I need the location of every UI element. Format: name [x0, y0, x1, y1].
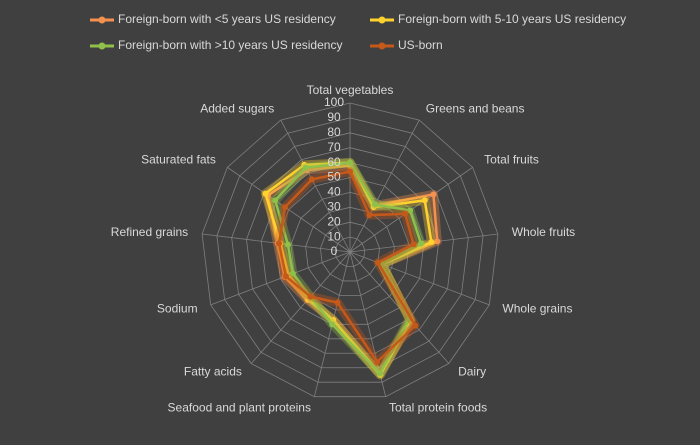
r-tick-label: 40	[327, 185, 341, 199]
grid-ring	[290, 191, 410, 311]
series-point	[302, 164, 309, 171]
r-tick-label: 0	[331, 244, 338, 258]
series-point	[289, 270, 296, 277]
category-label: Total vegetables	[307, 83, 394, 97]
category-label: Total protein foods	[389, 400, 487, 414]
legend-entry: Foreign-born with 5-10 years US residenc…	[370, 12, 626, 26]
r-tick-label: 20	[327, 214, 341, 228]
grid-spoke	[227, 167, 351, 253]
series-point	[334, 299, 341, 306]
grid-spoke	[250, 251, 351, 364]
r-tick-label: 10	[327, 229, 341, 243]
r-tick-label: 100	[324, 95, 344, 109]
r-tick-label: 70	[327, 140, 341, 154]
series-point	[402, 210, 409, 217]
grid-spoke	[349, 251, 450, 364]
category-label: Added sugars	[200, 102, 274, 116]
legend-marker	[378, 42, 386, 50]
grid-ring	[201, 102, 499, 398]
legend-marker	[98, 16, 106, 24]
grid-spoke	[349, 119, 420, 253]
series-point	[284, 241, 291, 248]
grid-ring	[305, 206, 395, 296]
series-point	[262, 190, 269, 197]
legend-entry: US-born	[370, 38, 443, 52]
category-label: Greens and beans	[426, 102, 525, 116]
r-tick-label: 30	[327, 199, 341, 213]
grid-ring	[334, 236, 366, 267]
series-point	[374, 259, 381, 266]
r-tick-label: 60	[327, 155, 341, 169]
r-tick-label: 50	[327, 170, 341, 184]
series-line	[277, 170, 417, 364]
grid-spoke	[280, 119, 351, 253]
series-point	[282, 204, 289, 211]
legend-marker	[378, 16, 386, 24]
r-tick-label: 80	[327, 125, 341, 139]
legend-entry: Foreign-born with <5 years US residency	[90, 12, 336, 26]
legend-label: Foreign-born with <5 years US residency	[118, 12, 336, 26]
legend-label: US-born	[398, 38, 443, 52]
legend-marker	[98, 42, 106, 50]
grid-ring	[275, 177, 425, 325]
series	[274, 167, 420, 367]
grid-spoke	[210, 251, 351, 306]
category-label: Dairy	[458, 365, 486, 379]
series-point	[347, 168, 353, 175]
series-point	[428, 239, 435, 246]
series-point	[307, 293, 314, 300]
category-label: Whole fruits	[512, 225, 575, 239]
series-point	[272, 197, 279, 204]
legend-label: Foreign-born with 5-10 years US residenc…	[398, 12, 626, 26]
series-point	[434, 238, 441, 245]
series-line	[273, 161, 423, 375]
series-point	[347, 159, 353, 166]
category-label: Refined grains	[111, 225, 188, 239]
series	[270, 158, 426, 378]
series-point	[407, 207, 414, 214]
series-point	[282, 273, 289, 280]
series-point	[371, 201, 378, 208]
series-point	[308, 176, 315, 183]
grid-ring	[231, 132, 469, 369]
category-label: Whole grains	[502, 301, 572, 315]
category-label: Total fruits	[484, 153, 539, 167]
series-point	[410, 241, 417, 248]
legend-label: Foreign-born with >10 years US residency	[118, 38, 342, 52]
series-point	[430, 191, 437, 198]
series-point	[276, 240, 283, 247]
series-point	[421, 197, 428, 204]
grid-ring	[246, 147, 454, 354]
series-line	[264, 161, 433, 377]
r-tick-label: 90	[327, 110, 341, 124]
series-point	[366, 212, 373, 219]
category-label: Seafood and plant proteins	[168, 400, 311, 414]
legend-entry: Foreign-born with >10 years US residency	[90, 38, 342, 52]
series-point	[412, 322, 419, 329]
series-point	[329, 321, 336, 328]
grid-ring	[216, 117, 484, 383]
category-label: Saturated fats	[141, 153, 216, 167]
series-point	[376, 370, 383, 377]
category-label: Sodium	[157, 301, 198, 315]
grid-spoke	[349, 251, 490, 306]
category-label: Fatty acids	[184, 365, 242, 379]
series-point	[417, 240, 424, 247]
series-point	[374, 358, 381, 365]
grid-ring	[320, 221, 380, 282]
